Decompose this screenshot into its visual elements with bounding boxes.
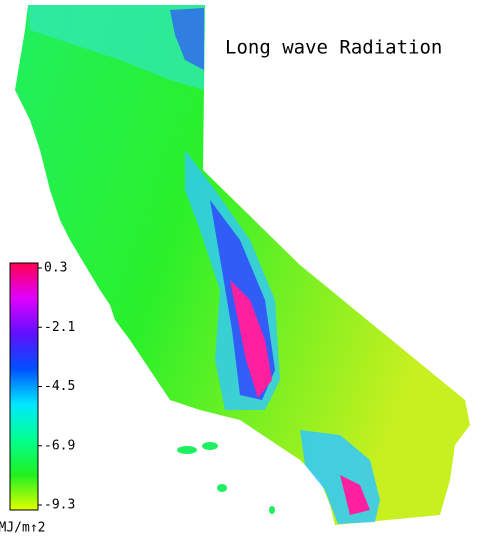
colorbar-unit: MJ/m↑2 <box>0 521 45 536</box>
south-peak <box>340 475 370 515</box>
colorbar-tick-label: -9.3 <box>44 498 75 513</box>
colorbar-tick-label: -6.9 <box>44 438 75 453</box>
north-mountains <box>170 8 204 70</box>
colorbar-tick-label: 0.3 <box>44 261 67 276</box>
colorbar-tick-label: -2.1 <box>44 320 75 335</box>
colorbar-tick-label: -4.5 <box>44 379 75 394</box>
colorbar <box>9 262 39 511</box>
north-highland <box>28 5 205 90</box>
islands <box>177 442 275 514</box>
map-title: Long wave Radiation <box>225 37 442 59</box>
sierra-peak <box>230 280 272 398</box>
